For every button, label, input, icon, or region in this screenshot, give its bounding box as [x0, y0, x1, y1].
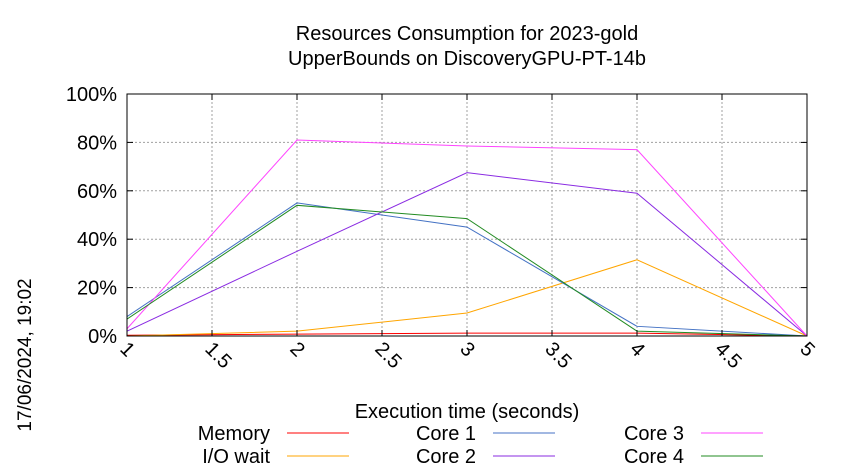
legend-label-memory: Memory: [198, 423, 270, 445]
chart-title-line-1: Resources Consumption for 2023-gold: [296, 23, 638, 45]
series-line-core-3: [126, 139, 808, 337]
x-tick-label: 3.5: [540, 338, 575, 373]
series-line-core-4: [126, 204, 808, 337]
legend-label-core-3: Core 3: [624, 423, 684, 445]
x-tick-label: 4.5: [710, 338, 745, 373]
series-line-i-o-wait: [126, 259, 808, 337]
y-tick-label: 60%: [77, 181, 117, 203]
series-line-core-2: [126, 172, 808, 337]
legend-label-i-o-wait: I/O wait: [202, 446, 270, 468]
legend-label-core-1: Core 1: [416, 423, 476, 445]
x-tick-label: 2: [285, 338, 308, 361]
y-axis-ticks: 0% 20% 40% 60% 80% 100%: [66, 84, 807, 348]
y-tick-label: 20%: [77, 278, 117, 300]
x-tick-label: 1: [115, 338, 138, 361]
x-tick-label: 4: [625, 338, 648, 361]
series-line-core-1: [126, 202, 808, 337]
timestamp-label: 17/06/2024, 19:02: [15, 278, 36, 431]
y-tick-label: 40%: [77, 229, 117, 251]
x-tick-label: 3: [455, 338, 478, 361]
legend-label-core-4: Core 4: [624, 446, 684, 468]
x-axis-label: Execution time (seconds): [355, 401, 580, 423]
y-tick-label: 80%: [77, 132, 117, 154]
x-tick-label: 2.5: [370, 338, 405, 373]
legend-label-core-2: Core 2: [416, 446, 476, 468]
x-tick-label: 5: [795, 338, 818, 361]
y-tick-label: 100%: [66, 84, 117, 106]
y-tick-label: 0%: [88, 326, 117, 348]
chart-title-line-2: UpperBounds on DiscoveryGPU-PT-14b: [288, 48, 646, 70]
grid: [127, 94, 807, 336]
x-tick-label: 1.5: [200, 338, 235, 373]
chart-title: Resources Consumption for 2023-gold Uppe…: [288, 23, 646, 70]
